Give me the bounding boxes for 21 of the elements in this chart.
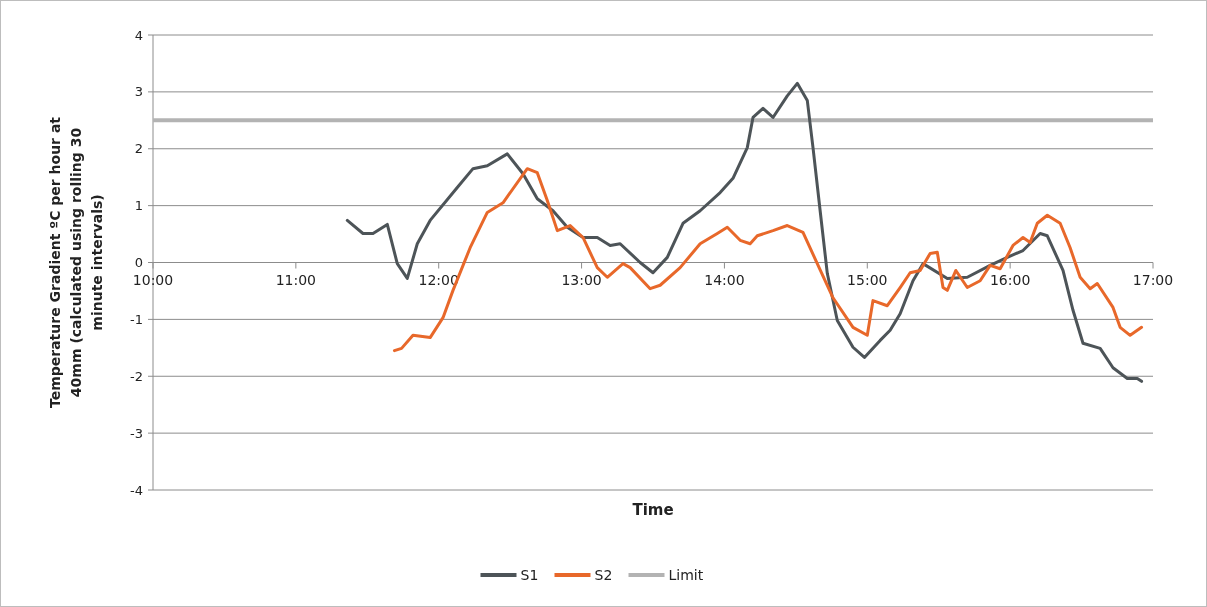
y-tick-label: 3 [134,84,143,100]
legend-label: S1 [520,566,539,583]
y-tick-label: -3 [130,425,143,441]
legend-label: Limit [668,566,704,583]
y-tick-label: 2 [134,141,143,157]
y-axis-title: Temperature Gradient ºC per hour at 40mm (calculated using rolling 30 minute intervals) [47,116,105,409]
y-tick-label: -1 [130,311,143,327]
y-tick-label: -2 [130,368,143,384]
y-tick-label: 4 [134,27,143,43]
x-axis-title: Time [632,501,674,519]
x-tick-label: 11:00 [275,271,317,288]
y-tick-label: 0 [134,255,143,271]
x-tick-label: 17:00 [1132,271,1174,288]
x-tick-label: 16:00 [989,271,1031,288]
x-tick-label: 10:00 [132,271,174,288]
x-tick-label: 14:00 [704,271,745,288]
x-tick-label: 15:00 [847,271,888,288]
legend-label: S2 [594,566,613,583]
y-tick-label: 1 [134,198,143,214]
y-tick-label: -4 [130,482,143,498]
x-tick-label: 13:00 [561,271,602,288]
